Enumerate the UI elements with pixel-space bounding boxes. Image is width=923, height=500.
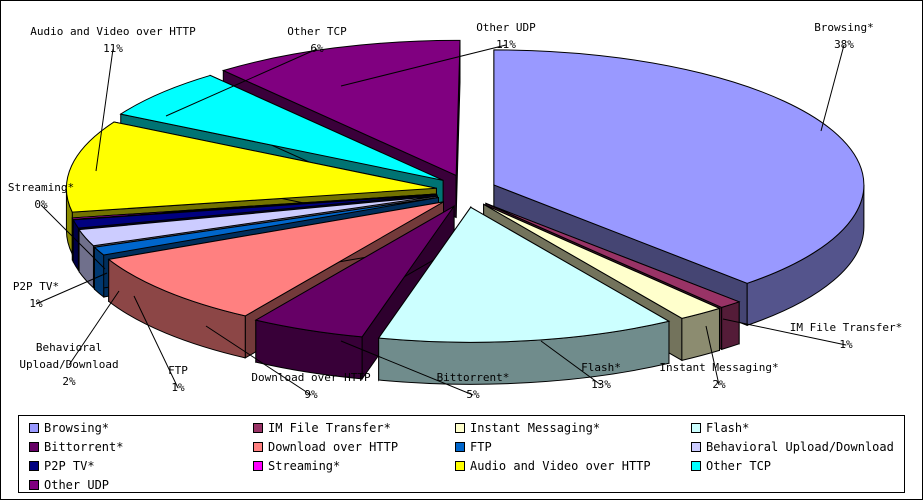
slice-label-behavioral-upload-download: Behavioral Upload/Download 2% [19, 341, 118, 388]
leader-line [40, 204, 106, 270]
legend-label: Browsing* [44, 421, 110, 435]
slice-label-streaming: Streaming* 0% [8, 181, 74, 211]
legend-swatch [253, 442, 263, 452]
legend-swatch [29, 480, 39, 490]
pie-slice-rim [93, 246, 105, 299]
legend-label: P2P TV* [44, 459, 95, 473]
leader-line [540, 340, 602, 386]
legend-swatch [455, 442, 465, 452]
leader-line [133, 295, 179, 389]
legend-swatch [691, 461, 701, 471]
leader-line [95, 48, 114, 172]
legend-swatch [29, 461, 39, 471]
slice-label-other-udp: Other UDP 11% [476, 21, 536, 51]
pie-slice-top [72, 194, 437, 229]
leader-line [705, 325, 720, 386]
pie-slice-top [377, 206, 671, 343]
legend-item-browsing: Browsing* [29, 419, 109, 437]
legend-swatch [253, 461, 263, 471]
pie-slice-top [78, 195, 438, 247]
slice-label-bittorrent: Bittorrent* 5% [437, 371, 510, 401]
slice-label-instant-messaging: Instant Messaging* 2% [659, 361, 778, 391]
legend-item-p2p-tv: P2P TV* [29, 457, 95, 475]
pie-slice-top [254, 205, 455, 338]
legend-label: Other UDP [44, 478, 110, 492]
legend-swatch [455, 423, 465, 433]
legend-item-flash: Flash* [691, 419, 749, 437]
pie-slice-top [65, 121, 437, 213]
pie-slice-rim [721, 301, 740, 351]
leader-line [340, 44, 507, 87]
legend-label: Download over HTTP [268, 440, 399, 454]
leader-line [68, 290, 120, 366]
legend-item-other-udp: Other UDP [29, 476, 109, 494]
legend-label: FTP [470, 440, 492, 454]
slice-label-audio-and-video-over-http: Audio and Video over HTTP 11% [30, 25, 196, 55]
leader-line [165, 48, 318, 117]
legend-label: Audio and Video over HTTP [470, 459, 651, 473]
legend-item-other-tcp: Other TCP [691, 457, 771, 475]
chart-legend: Browsing* IM File Transfer* Instant Messag… [18, 415, 905, 493]
pie-slice-top [221, 39, 461, 177]
pie-slice-top [71, 193, 437, 220]
legend-item-im-file-transfer: IM File Transfer* [253, 419, 391, 437]
legend-swatch [691, 442, 701, 452]
slice-label-flash: Flash* 13% [581, 361, 621, 391]
legend-swatch [29, 423, 39, 433]
legend-swatch [455, 461, 465, 471]
legend-item-audio-and-video-over-http: Audio and Video over HTTP [455, 457, 651, 475]
legend-item-ftp: FTP [455, 438, 492, 456]
legend-swatch [29, 442, 39, 452]
legend-item-bittorrent: Bittorrent* [29, 438, 123, 456]
leader-line [205, 325, 312, 396]
pie-slice-bittorrent [254, 204, 455, 381]
slice-label-browsing: Browsing* 38% [814, 21, 874, 51]
pie-slice-top [107, 201, 444, 317]
leader-line [820, 44, 845, 132]
pie-slice-top [483, 203, 721, 319]
leader-line [340, 340, 474, 396]
slice-label-download-over-http: Download over HTTP 9% [251, 371, 371, 401]
legend-label: Streaming* [268, 459, 341, 473]
legend-item-streaming: Streaming* [253, 457, 340, 475]
leader-line [722, 318, 847, 346]
slice-label-ftp: FTP 1% [168, 364, 188, 394]
leader-line [35, 272, 108, 305]
pie-slice-top [493, 49, 865, 284]
legend-item-behavioral-upload-download: Behavioral Upload/Download [691, 438, 894, 456]
legend-item-instant-messaging: Instant Messaging* [455, 419, 600, 437]
legend-swatch [253, 423, 263, 433]
legend-label: Behavioral Upload/Download [706, 440, 894, 454]
pie-slice-top [485, 202, 741, 308]
legend-label: IM File Transfer* [268, 421, 391, 435]
slice-label-other-tcp: Other TCP 6% [287, 25, 347, 55]
pie-slice-top [119, 74, 444, 181]
legend-label: Flash* [706, 421, 750, 435]
slice-label-p2p-tv: P2P TV* 1% [13, 280, 59, 310]
legend-label: Instant Messaging* [470, 421, 601, 435]
legend-item-download-over-http: Download over HTTP [253, 438, 398, 456]
legend-label: Bittorrent* [44, 440, 124, 454]
pie-slice-top [93, 197, 439, 256]
pie-chart: Browsing* 38% IM File Transfer* 1% Instant M… [8, 21, 903, 401]
slice-label-im-file-transfer: IM File Transfer* 1% [790, 321, 903, 351]
legend-swatch [691, 423, 701, 433]
pie-slice-flash [377, 205, 671, 385]
legend-label: Other TCP [706, 459, 772, 473]
